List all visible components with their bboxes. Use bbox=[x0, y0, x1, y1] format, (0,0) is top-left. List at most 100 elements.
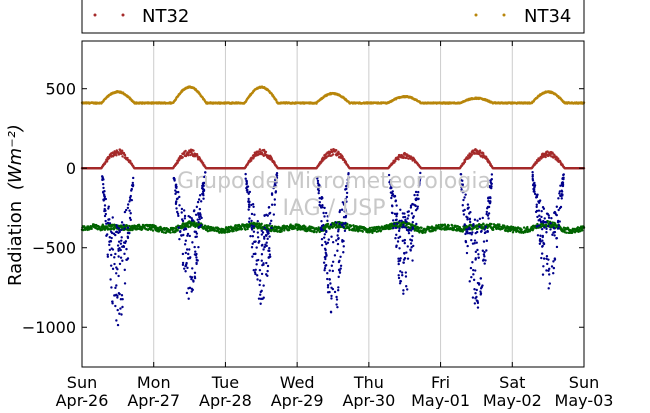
point-blue bbox=[102, 187, 104, 189]
point-blue bbox=[329, 282, 331, 284]
legend-marker-nt32 bbox=[94, 14, 97, 17]
point-blue bbox=[340, 265, 342, 267]
point-nt32 bbox=[121, 150, 123, 152]
point-blue bbox=[470, 267, 472, 269]
point-blue bbox=[180, 234, 182, 236]
point-blue bbox=[403, 252, 405, 254]
point-blue bbox=[415, 223, 417, 225]
point-blue bbox=[198, 216, 200, 218]
point-blue bbox=[398, 263, 400, 265]
point-blue bbox=[202, 198, 204, 200]
point-green bbox=[526, 226, 528, 228]
point-green bbox=[90, 228, 92, 230]
point-blue bbox=[407, 217, 409, 219]
point-blue bbox=[407, 257, 409, 259]
point-blue bbox=[119, 307, 121, 309]
point-blue bbox=[336, 250, 338, 252]
point-blue bbox=[198, 198, 200, 200]
point-blue bbox=[270, 227, 272, 229]
point-blue bbox=[261, 230, 263, 232]
point-blue bbox=[110, 237, 112, 239]
point-blue bbox=[250, 227, 252, 229]
point-blue bbox=[255, 269, 257, 271]
legend-marker-nt34 bbox=[503, 14, 506, 17]
point-blue bbox=[120, 256, 122, 258]
point-blue bbox=[184, 227, 186, 229]
point-blue bbox=[113, 263, 115, 265]
point-blue bbox=[395, 219, 397, 221]
point-blue bbox=[260, 298, 262, 300]
point-blue bbox=[109, 222, 111, 224]
point-blue bbox=[195, 262, 197, 264]
point-blue bbox=[404, 242, 406, 244]
point-blue bbox=[123, 227, 125, 229]
point-blue bbox=[199, 194, 201, 196]
point-blue bbox=[108, 244, 110, 246]
point-blue bbox=[404, 216, 406, 218]
point-blue bbox=[336, 306, 338, 308]
point-blue bbox=[254, 241, 256, 243]
point-blue bbox=[323, 269, 325, 271]
point-blue bbox=[109, 249, 111, 251]
point-blue bbox=[199, 208, 201, 210]
point-green bbox=[246, 228, 248, 230]
point-blue bbox=[191, 241, 193, 243]
point-blue bbox=[261, 244, 263, 246]
point-blue bbox=[257, 231, 259, 233]
point-blue bbox=[320, 228, 322, 230]
point-blue bbox=[251, 213, 253, 215]
point-blue bbox=[406, 288, 408, 290]
point-blue bbox=[202, 194, 204, 196]
point-blue bbox=[103, 193, 105, 195]
point-blue bbox=[398, 274, 400, 276]
point-green bbox=[362, 230, 364, 232]
point-blue bbox=[262, 248, 264, 250]
point-blue bbox=[273, 213, 275, 215]
point-blue bbox=[268, 247, 270, 249]
point-blue bbox=[121, 246, 123, 248]
point-blue bbox=[175, 201, 177, 203]
point-blue bbox=[334, 254, 336, 256]
point-green bbox=[448, 225, 450, 227]
point-blue bbox=[194, 250, 196, 252]
point-blue bbox=[338, 222, 340, 224]
point-blue bbox=[329, 269, 331, 271]
point-blue bbox=[257, 241, 259, 243]
point-blue bbox=[125, 209, 127, 211]
point-blue bbox=[266, 275, 268, 277]
point-blue bbox=[120, 313, 122, 315]
legend-marker-nt32 bbox=[122, 14, 125, 17]
point-blue bbox=[173, 177, 175, 179]
point-blue bbox=[258, 284, 260, 286]
point-blue bbox=[263, 246, 265, 248]
point-blue bbox=[265, 229, 267, 231]
point-blue bbox=[270, 220, 272, 222]
point-green bbox=[369, 227, 371, 229]
point-blue bbox=[394, 195, 396, 197]
point-blue bbox=[183, 267, 185, 269]
point-nt32 bbox=[544, 156, 546, 158]
point-blue bbox=[255, 263, 257, 265]
point-blue bbox=[130, 212, 132, 214]
point-blue bbox=[405, 271, 407, 273]
point-blue bbox=[412, 203, 414, 205]
point-green bbox=[348, 229, 350, 231]
point-blue bbox=[274, 198, 276, 200]
point-blue bbox=[399, 270, 401, 272]
point-blue bbox=[268, 235, 270, 237]
point-blue bbox=[327, 286, 329, 288]
point-blue bbox=[393, 223, 395, 225]
point-blue bbox=[331, 265, 333, 267]
point-blue bbox=[104, 215, 106, 217]
point-blue bbox=[412, 245, 414, 247]
point-blue bbox=[193, 209, 195, 211]
point-blue bbox=[405, 221, 407, 223]
point-blue bbox=[265, 245, 267, 247]
point-blue bbox=[247, 208, 249, 210]
point-blue bbox=[405, 227, 407, 229]
point-blue bbox=[263, 227, 265, 229]
point-blue bbox=[267, 233, 269, 235]
point-green bbox=[304, 226, 306, 228]
point-blue bbox=[182, 264, 184, 266]
